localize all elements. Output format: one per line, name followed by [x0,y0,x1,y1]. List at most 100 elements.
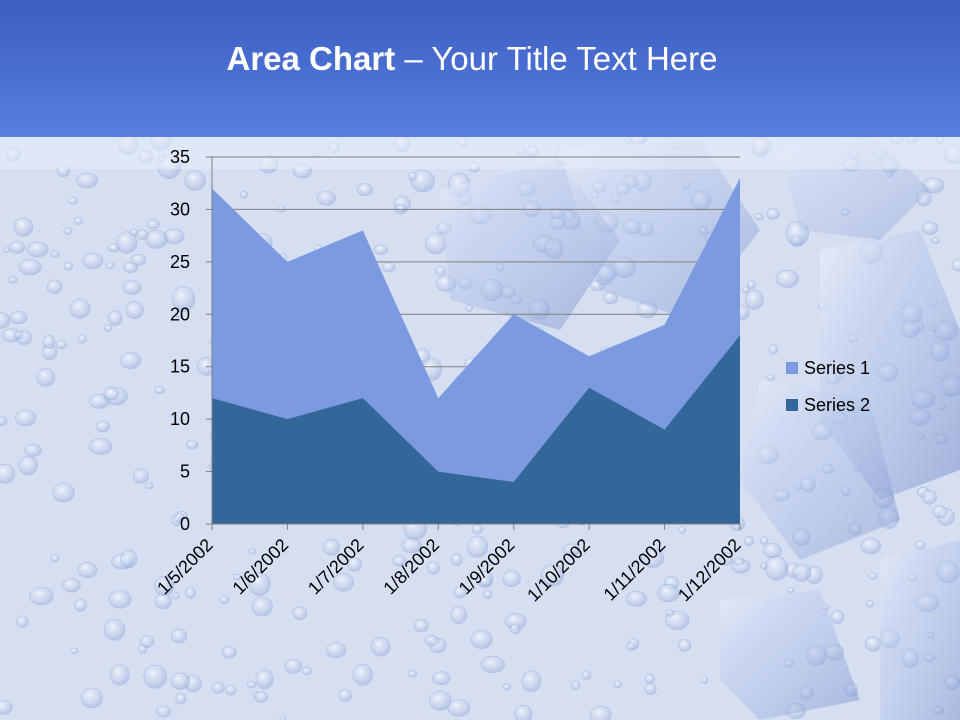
y-tick-label: 0 [180,514,190,534]
water-droplet [931,237,940,244]
x-tick-label: 1/10/2002 [523,535,594,606]
water-droplet [514,704,533,720]
water-droplet [175,310,183,318]
water-droplet [284,658,302,674]
water-droplet [657,583,680,603]
water-droplet [107,310,123,326]
water-droplet [73,599,87,612]
water-droplet [370,637,391,657]
water-droplet [921,221,939,235]
water-droplet [408,171,417,181]
water-droplet [211,682,225,694]
water-droplet [747,280,756,290]
water-droplet [763,543,782,559]
water-droplet [36,368,56,387]
water-droplet [24,444,42,457]
slide-title-rest: – Your Title Text Here [395,40,718,77]
legend-label-series-1: Series 1 [804,358,870,378]
water-droplet [932,505,948,519]
water-droplet [171,286,196,312]
water-droplet [69,298,91,319]
water-droplet [860,537,882,555]
water-droplet [678,639,692,652]
x-tick-label: 1/7/2002 [304,535,368,599]
water-droplet [775,269,800,288]
water-droplet [665,609,675,617]
water-droplet [253,691,269,703]
water-droplet [470,630,493,649]
water-droplet [868,572,878,580]
water-droplet [323,538,340,556]
x-tick-label: 1/9/2002 [455,535,519,599]
water-droplet [467,535,489,558]
water-droplet [154,576,175,596]
water-droplet [509,623,521,635]
water-droplet [88,393,110,409]
water-droplet [766,208,780,220]
water-droplet [95,420,110,433]
water-droplet [240,190,248,199]
water-droplet [221,646,237,659]
water-droplet [866,600,874,608]
water-droplet [171,628,188,644]
x-tick-label: 1/5/2002 [153,535,217,599]
water-droplet [8,276,18,284]
water-droplet [347,557,362,572]
water-droplet [333,572,355,592]
water-droplet [129,228,139,237]
water-droplet [9,241,26,254]
water-droplet [103,324,113,332]
water-droplet [122,280,142,295]
legend-label-series-2: Series 2 [804,395,870,415]
water-droplet [301,666,312,676]
slide-title-bold: Area Chart [226,40,396,77]
water-droplet [26,241,49,258]
water-droplet [453,586,467,599]
water-droplet [428,690,452,711]
water-droplet [13,217,34,237]
water-droplet [125,301,144,320]
water-droplet [132,468,149,484]
water-droplet [279,716,287,720]
water-droplet [56,339,67,349]
legend: Series 1 Series 2 [786,358,870,415]
water-droplet [123,261,139,273]
water-droplet [50,250,60,258]
water-droplet [768,344,778,355]
water-droplet [392,555,407,567]
water-droplet [700,676,709,684]
y-tick-label: 20 [170,304,190,324]
water-droplet [18,456,38,476]
y-tick-label: 15 [170,357,190,377]
title-band [0,0,960,137]
water-droplet [450,553,463,567]
water-droplet [921,489,937,505]
water-droplet [480,576,492,587]
water-droplet [219,595,230,605]
water-droplet [143,664,168,689]
water-droplet [130,253,147,266]
water-droplet [184,170,206,191]
water-droplet [184,587,196,599]
water-droplet [52,482,75,503]
water-droplet [108,590,132,609]
water-droplet [325,642,346,659]
water-droplet [139,635,155,648]
water-droplet [502,683,512,691]
water-droplet [192,546,204,554]
water-droplet [483,589,493,599]
y-tick-label: 25 [170,252,190,272]
water-droplet [9,311,28,325]
water-droplet [173,512,185,523]
water-droplet [138,645,148,654]
water-droplet [42,335,56,350]
water-droplet [435,266,446,276]
water-droplet [246,680,257,689]
water-droplet [613,680,622,689]
y-tick-label: 5 [180,462,190,482]
water-droplet [521,670,542,693]
water-droplet [745,289,764,310]
water-droplet [46,279,63,294]
water-droplet [170,672,191,690]
water-droplet [733,557,745,566]
